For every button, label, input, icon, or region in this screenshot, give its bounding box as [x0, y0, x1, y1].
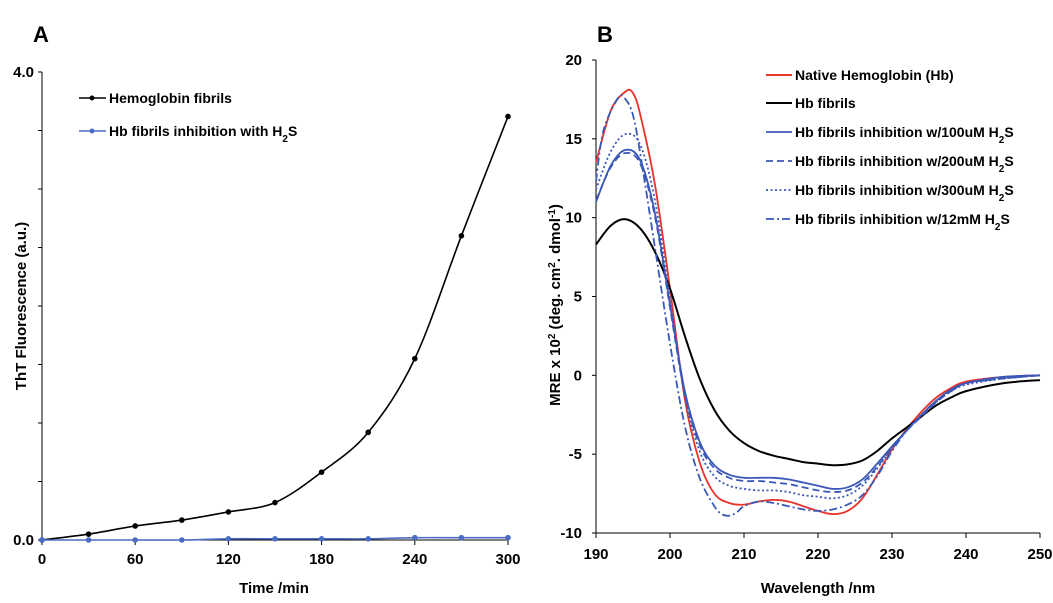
legend-label-hemoglobin-fibrils: Hemoglobin fibrils: [109, 90, 232, 106]
panel-b-label: B: [597, 22, 613, 47]
panel-b-y-tick-label: -5: [569, 446, 582, 463]
panel-a-data-point-1: [85, 537, 92, 543]
panel-a-data-point-1: [132, 537, 138, 543]
panel-a-data-point-1: [458, 534, 465, 541]
panel-b-x-tick-label: 200: [657, 546, 682, 563]
panel-a-data-point-0: [272, 499, 278, 506]
panel-b-series-line-3: [595, 151, 1041, 493]
panel-a-x-tick-label: 60: [127, 551, 144, 568]
legend-label-hb-fibrils: Hb fibrils: [795, 95, 856, 111]
panel-b-series-line-1: [595, 218, 1041, 467]
panel-a-x-tick-label: 180: [309, 551, 334, 568]
panel-a-y-axis-label: ThT Fluorescence (a.u.): [13, 222, 30, 390]
panel-a-data-point-1: [505, 534, 511, 541]
panel-a-data-point-0: [225, 509, 232, 515]
panel-a-x-tick-label: 120: [216, 551, 241, 568]
panel-a-data-point-1: [365, 536, 372, 542]
panel-a-data-point-1: [179, 537, 185, 543]
panel-a-y-tick-label: 0.0: [13, 532, 34, 549]
panel-a-data-point-0: [365, 429, 372, 436]
panel-b-series-line-0: [595, 88, 1041, 516]
panel-a-x-tick-label: 0: [38, 551, 46, 568]
panel-a-x-tick-label: 300: [495, 551, 520, 568]
panel-a-data-point-1: [39, 537, 45, 543]
panel-b-y-tick-label: 10: [565, 210, 582, 227]
legend-label-native-hb: Native Hemoglobin (Hb): [795, 67, 954, 83]
panel-b-chart: MRE x 102 (deg. cm2. dmol-1) Wavelength …: [547, 60, 1040, 597]
panel-b-x-tick-label: 190: [583, 546, 608, 563]
panel-b-x-tick-label: 230: [879, 546, 904, 563]
panel-a-data-point-0: [179, 517, 185, 523]
panel-a-label: A: [33, 22, 49, 47]
panel-b-x-tick-label: 240: [953, 546, 978, 563]
legend-label-300um: Hb fibrils inhibition w/300uM H2S: [795, 182, 1014, 204]
panel-a-x-tick-label: 240: [402, 551, 427, 568]
panel-b-series-line-2: [595, 148, 1041, 490]
panel-a-y-tick-label: 4.0: [13, 64, 34, 81]
legend-label-100um: Hb fibrils inhibition w/100uM H2S: [795, 124, 1014, 146]
panel-b-y-tick-label: -10: [560, 525, 582, 542]
panel-a-data-point-0: [85, 531, 92, 537]
panel-b-x-tick-label: 220: [805, 546, 830, 563]
panel-b-x-tick-label: 250: [1027, 546, 1052, 563]
legend-label-12mm: Hb fibrils inhibition w/12mM H2S: [795, 211, 1010, 233]
panel-b-x-axis-label: Wavelength /nm: [761, 580, 875, 597]
legend-marker-h2s-inhibition: [89, 128, 95, 134]
panel-a-data-point-1: [412, 534, 418, 541]
panel-b-x-tick-label: 210: [731, 546, 756, 563]
panel-b-y-axis-label: MRE x 102 (deg. cm2. dmol-1): [547, 204, 565, 406]
panel-b-y-tick-label: 5: [574, 289, 582, 306]
panel-a-data-point-0: [318, 469, 325, 475]
panel-a-data-point-0: [412, 355, 418, 362]
panel-b-series-line-5: [595, 94, 1041, 517]
panel-a-data-point-1: [272, 536, 278, 542]
panel-a-data-point-1: [225, 536, 232, 542]
panel-a-chart: ThT Fluorescence (a.u.) Time /min Hemogl…: [13, 72, 508, 597]
legend-label-h2s-inhibition: Hb fibrils inhibition with H2S: [109, 123, 297, 145]
panel-a-series-line-0: [41, 116, 509, 541]
panel-b-y-tick-label: 0: [574, 367, 582, 384]
legend-marker-hemoglobin-fibrils: [89, 95, 95, 101]
legend-label-200um: Hb fibrils inhibition w/200uM H2S: [795, 153, 1014, 175]
panel-a-x-axis-label: Time /min: [239, 580, 309, 597]
panel-a-data-point-0: [458, 233, 465, 239]
plot-marks: 0.0 4.0 0 60 120 180 240 300 -10 -5 0 5 10 15 20 190 200…: [13, 52, 1052, 568]
panel-b-y-tick-label: 15: [565, 131, 582, 148]
panel-a-data-point-1: [318, 536, 325, 542]
panel-a-data-point-0: [505, 113, 511, 120]
panel-b-legend: Native Hemoglobin (Hb) Hb fibrils Hb fib…: [766, 67, 1014, 233]
panel-a-data-point-0: [132, 523, 138, 529]
panel-b-y-tick-label: 20: [565, 52, 582, 69]
